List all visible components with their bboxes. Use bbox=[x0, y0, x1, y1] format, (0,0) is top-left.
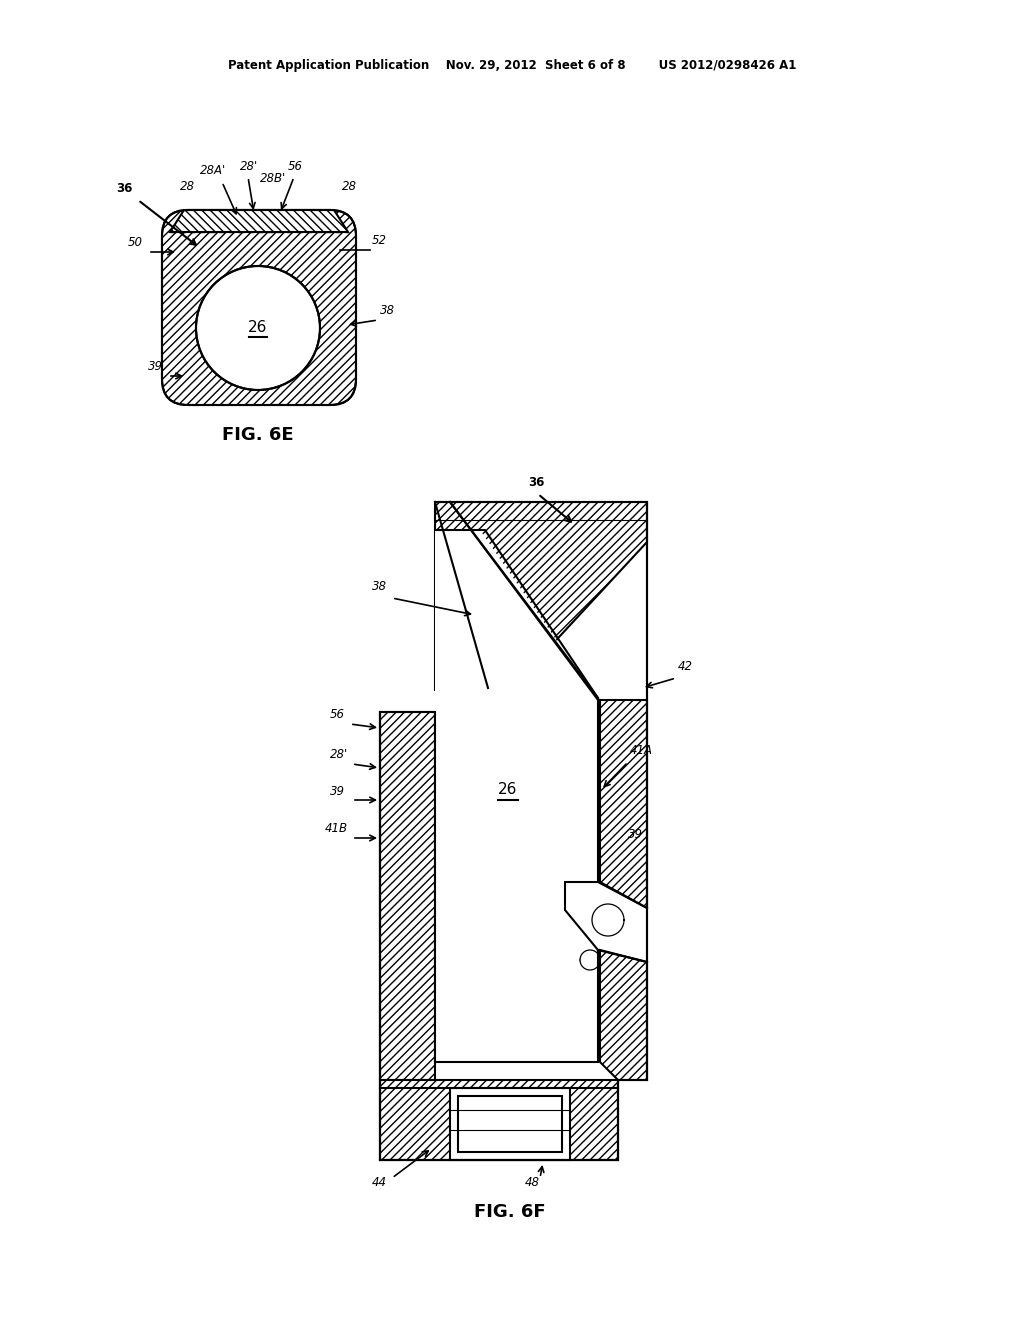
Text: 56: 56 bbox=[330, 708, 345, 721]
Text: 44: 44 bbox=[372, 1176, 387, 1189]
Text: 38: 38 bbox=[372, 579, 387, 593]
Text: 42: 42 bbox=[678, 660, 693, 673]
Text: 28: 28 bbox=[180, 180, 195, 193]
Polygon shape bbox=[435, 502, 647, 710]
Text: 39: 39 bbox=[148, 360, 163, 374]
Polygon shape bbox=[170, 210, 348, 232]
Polygon shape bbox=[380, 711, 435, 1080]
Polygon shape bbox=[380, 1080, 618, 1160]
Circle shape bbox=[196, 267, 319, 389]
Text: 28A': 28A' bbox=[200, 164, 226, 177]
Polygon shape bbox=[600, 950, 647, 1080]
Text: 28': 28' bbox=[240, 160, 258, 173]
Text: 28: 28 bbox=[342, 180, 357, 193]
Text: 38: 38 bbox=[380, 304, 395, 317]
Polygon shape bbox=[450, 1088, 570, 1160]
Text: 56: 56 bbox=[288, 160, 303, 173]
Polygon shape bbox=[600, 700, 647, 908]
Text: 50: 50 bbox=[128, 236, 143, 249]
Text: 52: 52 bbox=[372, 234, 387, 247]
Polygon shape bbox=[435, 531, 598, 1063]
Text: Patent Application Publication    Nov. 29, 2012  Sheet 6 of 8        US 2012/029: Patent Application Publication Nov. 29, … bbox=[227, 58, 797, 71]
Polygon shape bbox=[458, 1096, 562, 1152]
Text: 48: 48 bbox=[525, 1176, 540, 1189]
Text: 41A: 41A bbox=[630, 744, 653, 756]
Text: FIG. 6E: FIG. 6E bbox=[222, 426, 294, 444]
Text: 39: 39 bbox=[330, 785, 345, 799]
Text: 28': 28' bbox=[330, 748, 348, 762]
Text: 26: 26 bbox=[248, 321, 267, 335]
Text: 41B: 41B bbox=[325, 822, 348, 836]
Text: 39: 39 bbox=[628, 828, 643, 841]
FancyBboxPatch shape bbox=[162, 210, 356, 405]
Text: FIG. 6F: FIG. 6F bbox=[474, 1203, 546, 1221]
Text: 36: 36 bbox=[528, 477, 545, 488]
Text: 26: 26 bbox=[499, 783, 518, 797]
Text: 36: 36 bbox=[116, 182, 132, 195]
Text: 28B': 28B' bbox=[260, 172, 287, 185]
